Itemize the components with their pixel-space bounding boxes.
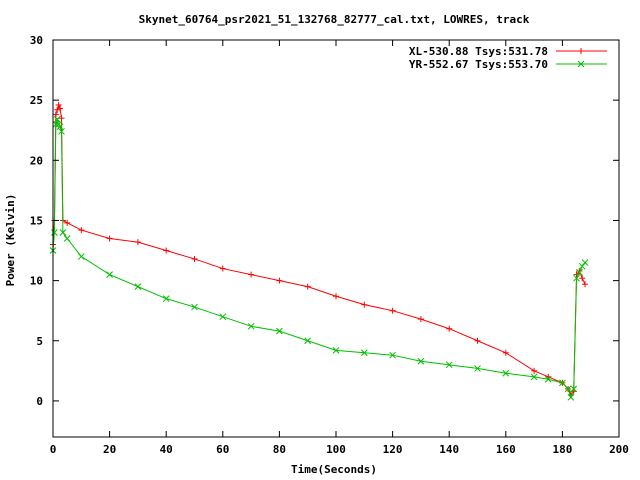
data-point (51, 229, 58, 236)
x-tick-label: 120 (383, 443, 403, 456)
data-point (59, 229, 67, 236)
data-point (502, 349, 509, 356)
data-point (581, 259, 589, 266)
data-point (163, 247, 170, 254)
legend-label: YR-552.67 Tsys:553.70 (409, 58, 548, 71)
data-point (56, 123, 64, 130)
data-point (54, 106, 61, 113)
x-tick-label: 100 (326, 443, 346, 456)
x-tick-label: 200 (609, 443, 629, 456)
y-tick-label: 25 (30, 94, 43, 107)
data-point (304, 337, 312, 345)
chart-title: Skynet_60764_psr2021_51_132768_82777_cal… (139, 13, 530, 26)
y-tick-label: 15 (30, 214, 43, 227)
data-point (53, 116, 61, 123)
data-point (219, 313, 227, 321)
x-tick-label: 180 (552, 443, 572, 456)
data-point (578, 262, 586, 270)
data-point (445, 361, 453, 369)
data-point (58, 128, 65, 135)
data-point (55, 101, 62, 108)
x-tick-label: 60 (216, 443, 229, 456)
data-point (502, 369, 510, 377)
legend-label: XL-530.88 Tsys:531.78 (409, 45, 548, 58)
x-tick-label: 160 (496, 443, 516, 456)
data-point (191, 255, 198, 262)
data-point (389, 307, 396, 314)
data-point (247, 322, 255, 330)
data-point (576, 268, 583, 276)
series-line-1 (52, 117, 586, 399)
data-point (162, 295, 170, 303)
data-point (57, 105, 64, 112)
data-point (573, 274, 580, 282)
data-point (77, 253, 85, 260)
data-point (474, 337, 481, 344)
data-point (304, 283, 311, 290)
data-point (78, 227, 85, 234)
data-point (134, 239, 141, 246)
data-point (106, 235, 113, 242)
y-tick-label: 5 (36, 335, 43, 348)
data-point (417, 357, 425, 365)
data-point (333, 293, 339, 300)
data-point (360, 349, 368, 357)
x-tick-label: 0 (50, 443, 57, 456)
axis-ticks: 0 20 40 60 80 100 120 140 160 180 200 0 5 10 15 20 25 30 (30, 34, 629, 456)
x-axis-label: Time(Seconds) (291, 463, 377, 476)
x-tick-label: 80 (273, 443, 286, 456)
data-point (544, 375, 552, 383)
data-point (191, 303, 198, 311)
data-point (389, 351, 396, 359)
y-tick-label: 20 (30, 154, 43, 167)
data-point (52, 111, 59, 118)
x-tick-label: 20 (103, 443, 116, 456)
data-point (63, 235, 71, 242)
data-point (106, 271, 113, 278)
data-point (531, 367, 538, 374)
data-point (567, 393, 575, 401)
data-point (248, 271, 255, 278)
data-point (579, 275, 586, 282)
legend-marker (578, 48, 584, 54)
data-point (559, 379, 566, 387)
data-point (564, 385, 572, 393)
data-point (58, 115, 65, 122)
y-tick-label: 0 (36, 395, 43, 408)
y-tick-label: 10 (30, 275, 43, 288)
data-point (474, 365, 481, 372)
data-point (361, 301, 368, 308)
data-point (417, 316, 424, 323)
series-line-0 (52, 103, 586, 396)
data-point (582, 281, 589, 288)
data-point (276, 277, 283, 284)
data-point (64, 219, 71, 226)
data-point (219, 265, 226, 272)
data-point (446, 325, 453, 332)
data-point (52, 120, 60, 128)
data-point (134, 283, 142, 290)
y-tick-label: 30 (30, 34, 43, 47)
y-axis-label: Power (Kelvin) (4, 194, 17, 287)
data-layer (49, 101, 589, 401)
data-point (276, 327, 283, 335)
data-point (332, 347, 340, 354)
legend-marker (577, 60, 585, 68)
data-point (570, 385, 578, 393)
data-point (530, 373, 538, 381)
x-tick-label: 140 (439, 443, 459, 456)
x-tick-label: 40 (160, 443, 173, 456)
